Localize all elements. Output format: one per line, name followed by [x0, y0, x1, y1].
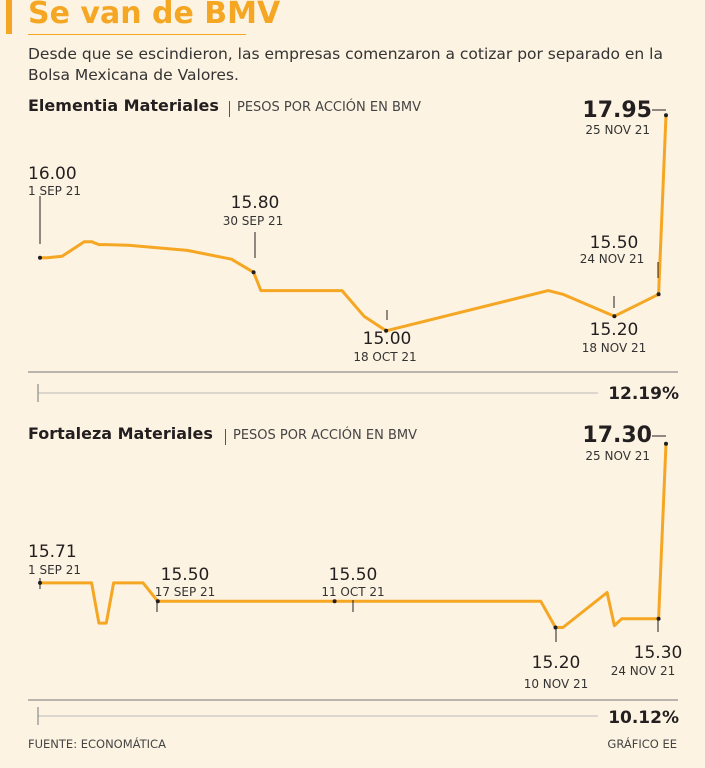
annotation-dot	[664, 113, 668, 118]
deck-text: Desde que se escindieron, las empresas c…	[28, 45, 663, 84]
data-point	[363, 315, 365, 318]
series-line	[40, 443, 668, 629]
change-value-elementia: 12.19%	[608, 384, 679, 404]
data-point	[606, 591, 608, 594]
data-point	[547, 289, 549, 292]
data-point	[562, 293, 564, 296]
annotation-date: 1 SEP 21	[28, 184, 81, 198]
data-point	[61, 255, 63, 258]
chart-title-fortaleza: Fortaleza Materiales	[28, 424, 213, 443]
annotation-value: 15.50	[161, 565, 210, 585]
data-point	[341, 289, 343, 292]
data-point	[540, 600, 542, 603]
annotation-dot	[553, 625, 558, 630]
annotation-dot	[38, 255, 42, 260]
annotation-value: 15.30	[634, 643, 683, 663]
annotation-value: 15.50	[329, 565, 378, 585]
data-point	[186, 249, 189, 252]
annotation-dot	[664, 441, 668, 446]
data-point	[260, 289, 262, 292]
annotation-value: 15.80	[231, 193, 280, 213]
annotation-value: 17.95	[582, 98, 652, 123]
annotation-dot	[656, 292, 661, 297]
annotation-date: 10 NOV 21	[524, 677, 589, 691]
annotation-date: 17 SEP 21	[155, 585, 216, 599]
annotation-date: 18 NOV 21	[582, 341, 647, 355]
annotation-date: 25 NOV 21	[585, 123, 650, 137]
annotation-date: 11 OCT 21	[321, 585, 384, 599]
annotation-date: 24 NOV 21	[611, 664, 676, 678]
annotation-value: 15.50	[590, 233, 639, 253]
annotation-value: 16.00	[28, 164, 77, 184]
annotation-dot	[612, 314, 617, 319]
change-value-fortaleza: 10.12%	[608, 708, 679, 728]
chart-subtitle-elementia: PESOS POR ACCIÓN EN BMV	[237, 100, 421, 115]
data-point	[621, 617, 623, 620]
annotation-dot	[38, 580, 42, 585]
data-point	[562, 626, 564, 629]
annotation-dot	[155, 599, 160, 604]
graphic-credit: GRÁFICO EE	[607, 737, 677, 751]
annotation-value: 15.00	[363, 329, 412, 349]
annotation-date: 24 NOV 21	[580, 252, 645, 266]
data-point	[83, 240, 85, 243]
data-point	[613, 624, 616, 627]
data-point	[98, 243, 100, 246]
annotation-dot	[656, 616, 661, 621]
annotation-value: 15.20	[590, 320, 639, 340]
chart-subtitle-fortaleza: PESOS POR ACCIÓN EN BMV	[233, 428, 417, 443]
title-separator	[225, 429, 226, 445]
data-point	[105, 243, 108, 246]
annotation-dot	[251, 270, 256, 275]
annotation-dot	[332, 599, 337, 604]
data-point	[105, 622, 108, 624]
annotation-date: 25 NOV 21	[585, 449, 650, 463]
headline-rule	[28, 34, 246, 35]
annotation-value: 17.30	[582, 423, 652, 448]
data-point	[127, 244, 130, 247]
data-point	[46, 256, 49, 259]
series-line	[40, 115, 668, 333]
annotation-value: 15.20	[532, 653, 581, 673]
accent-bar	[6, 0, 12, 34]
source-note: FUENTE: ECONOMÁTICA	[28, 737, 166, 751]
data-point	[142, 582, 144, 584]
data-point	[90, 582, 93, 584]
annotation-date: 1 SEP 21	[28, 563, 81, 577]
data-point	[230, 258, 233, 261]
annotation-date: 30 SEP 21	[223, 214, 284, 228]
title-separator	[229, 101, 230, 117]
data-point	[90, 240, 93, 243]
annotation-value: 15.71	[28, 542, 77, 562]
data-point	[98, 622, 100, 624]
headline: Se van de BMV	[28, 0, 281, 31]
chart-title-elementia: Elementia Materiales	[28, 96, 219, 115]
annotation-date: 18 OCT 21	[353, 350, 416, 364]
annotation-dot	[384, 328, 389, 333]
data-point	[112, 582, 115, 584]
